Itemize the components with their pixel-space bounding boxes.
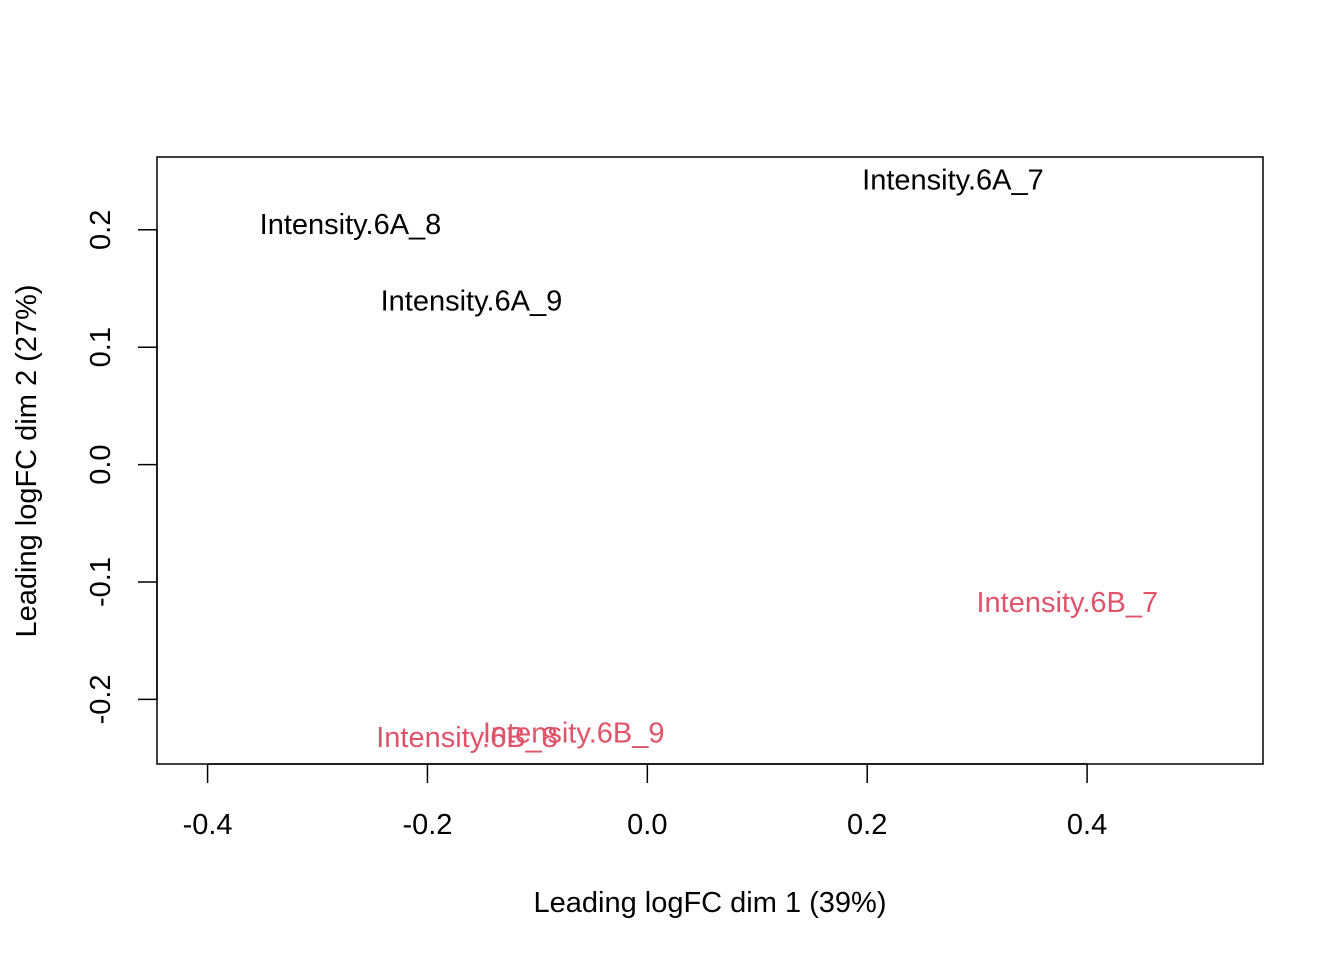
point-label: Intensity.6A_9	[381, 285, 563, 317]
plot-frame	[156, 156, 1264, 765]
point-labels: Intensity.6A_7 Intensity.6A_8 Intensity.6A…	[260, 164, 1158, 754]
x-axis: -0.4 -0.2 0.0 0.2 0.4	[183, 763, 1107, 841]
x-tick-label: 0.4	[1067, 809, 1107, 841]
y-tick-label: -0.1	[85, 557, 117, 607]
point-label: Intensity.6A_7	[862, 164, 1044, 196]
x-tick-label: -0.2	[402, 809, 452, 841]
x-tick-label: -0.4	[183, 809, 233, 841]
y-tick-label: 0.0	[85, 444, 117, 484]
point-label: Intensity.6B_9	[483, 717, 665, 749]
y-tick-label: -0.2	[85, 674, 117, 724]
x-tick-label: 0.0	[627, 809, 667, 841]
x-tick-label: 0.2	[847, 809, 887, 841]
point-label: Intensity.6B_8	[376, 722, 558, 754]
point-label: Intensity.6B_7	[976, 587, 1158, 619]
point-label: Intensity.6A_8	[260, 209, 442, 241]
x-axis-title: Leading logFC dim 1 (39%)	[533, 887, 886, 919]
y-axis: -0.2 -0.1 0.0 0.1 0.2	[85, 210, 158, 724]
y-tick-label: 0.1	[85, 327, 117, 367]
y-tick-label: 0.2	[85, 210, 117, 250]
y-axis-title: Leading logFC dim 2 (27%)	[11, 284, 43, 637]
